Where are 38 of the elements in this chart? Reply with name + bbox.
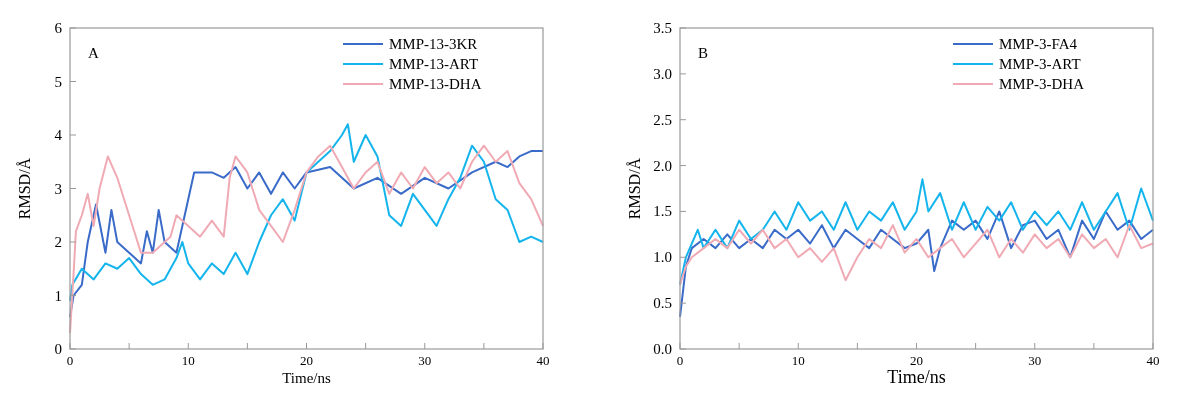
y-tick-label: 5 <box>54 73 62 90</box>
y-tick-label: 3 <box>54 180 62 197</box>
y-tick-label: 4 <box>54 127 63 143</box>
x-axis-title: Time/ns <box>887 367 946 387</box>
x-tick-label: 10 <box>791 353 805 368</box>
legend-label: MMP-3-FA4 <box>999 36 1078 52</box>
y-tick-label: 0 <box>54 341 62 357</box>
y-tick-label: 2.5 <box>653 111 672 128</box>
legend-label: MMP-13-3KR <box>389 36 478 52</box>
y-axis-title: RMSD/Å <box>626 157 643 220</box>
y-tick-label: 1 <box>54 287 62 304</box>
y-tick-label: 2 <box>54 234 62 250</box>
x-tick-label: 40 <box>1146 353 1160 368</box>
y-tick-label: 2.0 <box>653 157 672 174</box>
legend-label: MMP-3-ART <box>999 56 1081 72</box>
x-tick-label: 0 <box>676 353 684 368</box>
annotation: A <box>88 45 99 61</box>
y-tick-label: 3.0 <box>653 65 672 82</box>
x-tick-label: 20 <box>300 353 313 368</box>
x-tick-label: 10 <box>181 353 195 368</box>
line-series <box>679 224 1154 286</box>
x-axis-title: Time/ns <box>282 370 331 386</box>
legend-label: MMP-13-DHA <box>389 76 482 92</box>
y-tick-label: 1.5 <box>653 203 672 220</box>
x-tick-label: 30 <box>1028 353 1042 368</box>
y-tick-label: 3.5 <box>653 20 672 36</box>
y-tick-label: 6 <box>54 20 63 36</box>
legend-label: MMP-3-DHA <box>999 76 1085 92</box>
legend-label: MMP-13-ART <box>389 56 479 72</box>
y-axis-title: RMSD/Å <box>16 157 33 220</box>
y-tick-label: 0.5 <box>653 295 672 312</box>
x-tick-label: 20 <box>910 353 923 368</box>
x-tick-label: 0 <box>66 353 74 368</box>
annotation: B <box>698 45 709 61</box>
y-tick-label: 1.0 <box>653 249 672 266</box>
x-tick-label: 30 <box>418 353 432 368</box>
x-tick-label: 40 <box>536 353 550 368</box>
y-tick-label: 0.0 <box>653 341 672 357</box>
